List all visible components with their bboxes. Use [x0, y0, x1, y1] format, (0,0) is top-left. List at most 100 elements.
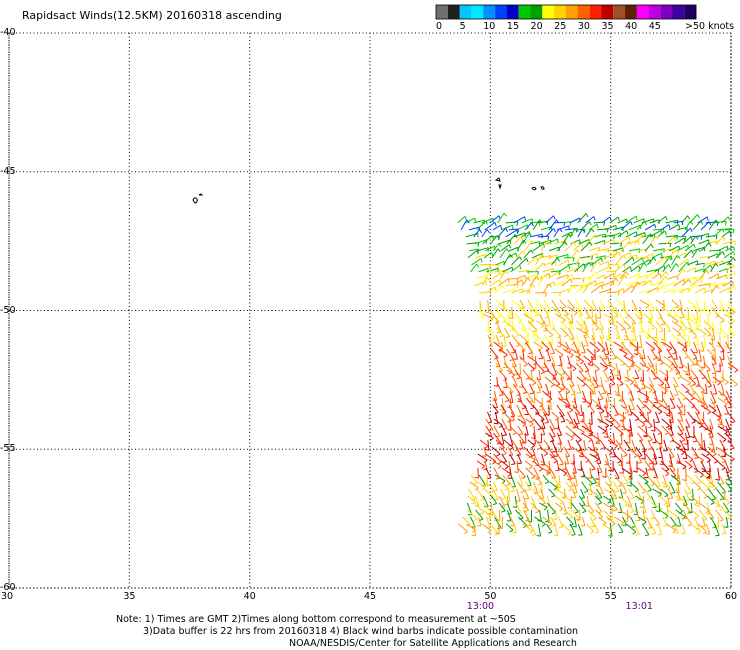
wind-barb — [671, 334, 682, 343]
wind-barb — [619, 509, 630, 517]
wind-barb-flag — [485, 220, 488, 225]
wind-barb-flag — [706, 476, 711, 479]
wind-barb — [567, 334, 576, 344]
wind-barb — [648, 376, 655, 387]
wind-barb — [546, 238, 558, 245]
wind-barb — [671, 411, 674, 423]
wind-barb — [668, 460, 676, 471]
wind-barb-flag — [620, 309, 626, 311]
wind-barb-flag — [624, 274, 628, 279]
wind-barb-flag — [501, 497, 506, 500]
wind-barb — [645, 418, 653, 427]
wind-barb — [605, 453, 610, 465]
wind-barb-flag — [547, 239, 551, 244]
wind-barb — [707, 446, 717, 455]
wind-barb — [574, 263, 584, 273]
wind-barb-flag — [690, 397, 695, 401]
wind-barb — [580, 241, 591, 252]
wind-barb — [612, 432, 615, 444]
wind-barb-flag — [477, 310, 482, 313]
wind-barb — [505, 383, 514, 393]
wind-barb — [671, 362, 681, 374]
wind-barb — [580, 276, 591, 280]
wind-barb-flag — [682, 501, 687, 506]
wind-barb — [573, 453, 576, 465]
wind-barb — [597, 397, 602, 410]
wind-barb — [727, 306, 736, 313]
wind-barb — [725, 341, 732, 353]
wind-barb — [685, 341, 688, 352]
wind-barb-flag — [657, 405, 662, 408]
wind-barb — [595, 313, 597, 324]
wind-barb — [575, 362, 584, 372]
wind-barb-flag — [508, 314, 513, 317]
wind-barb — [632, 327, 637, 341]
wind-barb-flag — [609, 216, 612, 221]
wind-barb-flag — [481, 465, 486, 470]
wind-barb-flag — [524, 509, 529, 512]
wind-barb-flag — [639, 506, 645, 509]
wind-barb-flag — [494, 533, 499, 536]
wind-barb — [503, 254, 511, 266]
wind-barb-flag — [508, 371, 513, 375]
wind-barb-flag — [663, 502, 668, 506]
wind-barb — [544, 376, 555, 386]
wind-barb — [522, 523, 534, 532]
wind-barb-flag — [681, 439, 686, 443]
wind-barb — [708, 219, 717, 231]
wind-barb — [556, 274, 569, 280]
wind-barb-flag — [584, 490, 589, 493]
wind-barb-flag — [624, 316, 629, 318]
wind-barb-flag — [673, 236, 676, 242]
wind-barb — [529, 383, 535, 394]
wind-barb — [636, 404, 645, 415]
wind-barb — [588, 488, 599, 497]
lon-tick-label: 55 — [604, 591, 617, 602]
wind-barb-flag — [691, 383, 696, 387]
wind-barb-flag — [630, 381, 634, 385]
wind-barb-flag — [664, 515, 669, 519]
wind-barb — [727, 334, 729, 348]
wind-barb — [498, 348, 508, 356]
wind-barb — [580, 404, 584, 416]
wind-barb-flag — [560, 420, 565, 423]
wind-barb — [532, 460, 543, 470]
wind-barb — [493, 516, 502, 529]
wind-barb — [607, 334, 613, 347]
wind-barb — [499, 446, 507, 454]
wind-barb-flag — [730, 334, 735, 338]
wind-barb — [493, 397, 498, 408]
wind-barb-flag — [486, 229, 490, 234]
wind-barb-flag — [473, 518, 478, 522]
wind-barb-flag — [675, 263, 679, 267]
wind-barb — [699, 502, 711, 512]
wind-barb-flag — [727, 516, 732, 520]
wind-barb — [719, 411, 723, 425]
wind-barb — [700, 221, 710, 231]
wind-barb — [543, 439, 551, 449]
wind-barb — [575, 306, 583, 316]
wind-barb — [612, 273, 622, 280]
wind-barb — [575, 299, 583, 312]
wind-barb-flag — [573, 285, 577, 289]
wind-barb — [708, 404, 717, 411]
wind-barb — [501, 390, 510, 401]
wind-barb-flag — [473, 482, 478, 485]
wind-barb-flag — [614, 490, 619, 493]
wind-barb-flag — [650, 243, 654, 248]
wind-barb — [535, 334, 545, 344]
wind-barb — [533, 418, 542, 429]
wind-barb — [620, 221, 632, 231]
wind-barb — [574, 474, 578, 486]
wind-barb — [599, 306, 602, 319]
wind-barb-flag — [725, 502, 731, 506]
wind-barb-flag — [724, 221, 727, 226]
wind-barb — [547, 509, 550, 523]
wind-barb — [573, 397, 578, 409]
wind-barb-flag — [682, 268, 686, 273]
wind-barb-flag — [570, 477, 575, 480]
wind-barb — [712, 376, 722, 384]
wind-barb — [481, 523, 492, 532]
wind-barb — [646, 474, 655, 485]
wind-barb — [669, 390, 675, 400]
